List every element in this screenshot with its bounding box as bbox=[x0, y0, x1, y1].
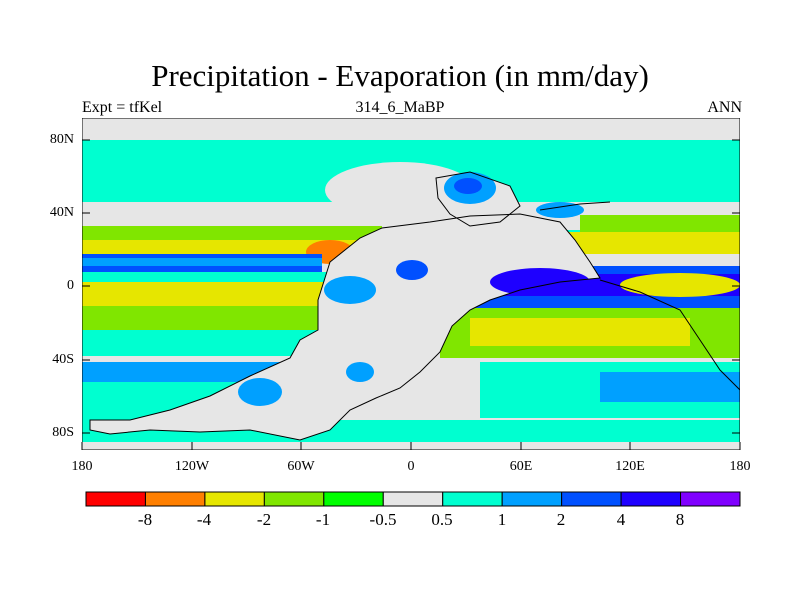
y-tick-label-0: 0 bbox=[67, 278, 74, 293]
x-tick-label-120w: 120W bbox=[174, 459, 210, 474]
axis-ticks bbox=[81, 139, 741, 450]
colorbar-swatch-11 bbox=[680, 491, 741, 507]
season-label: ANN bbox=[707, 99, 742, 116]
colorbar-swatch-1 bbox=[85, 491, 146, 507]
x-tick-label-120e: 120E bbox=[615, 459, 645, 474]
colorbar-swatch-6 bbox=[382, 491, 444, 507]
colorbar-label-6: 0.5 bbox=[431, 510, 453, 529]
colorbar-swatch-8 bbox=[501, 491, 563, 507]
pe-field-land-wet bbox=[238, 172, 590, 406]
x-tick-label-60w: 60W bbox=[287, 459, 315, 474]
colorbar-swatch-4 bbox=[263, 491, 325, 507]
colorbar-label-9: 4 bbox=[616, 510, 626, 529]
plot-title: Precipitation - Evaporation (in mm/day) bbox=[151, 58, 649, 93]
colorbar-swatch-10 bbox=[620, 491, 682, 507]
x-tick-label-180w: 180 bbox=[71, 459, 93, 474]
y-tick-label-80n: 80N bbox=[49, 132, 74, 147]
map-plot-area bbox=[82, 118, 740, 450]
y-tick-label-40n: 40N bbox=[49, 205, 74, 220]
colorbar-label-5: -0.5 bbox=[369, 510, 397, 529]
colorbar-label-4: -1 bbox=[315, 510, 331, 529]
colorbar-swatch-5 bbox=[323, 491, 384, 507]
time-period-label: 314_6_MaBP bbox=[355, 99, 445, 116]
colorbar-label-10: 8 bbox=[675, 510, 685, 529]
x-tick-label-180e: 180 bbox=[729, 459, 751, 474]
colorbar-swatch-9 bbox=[561, 491, 622, 507]
colorbar-swatch-2 bbox=[144, 491, 206, 507]
coastlines bbox=[89, 171, 740, 441]
colorbar-label-8: 2 bbox=[556, 510, 566, 529]
colorbar-label-2: -4 bbox=[196, 510, 212, 529]
colorbar-swatch-3 bbox=[204, 491, 265, 507]
colorbar bbox=[85, 491, 741, 507]
y-tick-label-80s: 80S bbox=[52, 425, 74, 440]
colorbar-swatch-7 bbox=[442, 491, 503, 507]
x-tick-label-0: 0 bbox=[407, 459, 415, 474]
colorbar-label-1: -8 bbox=[137, 510, 153, 529]
y-tick-label-40s: 40S bbox=[52, 352, 74, 367]
x-tick-label-60e: 60E bbox=[509, 459, 533, 474]
experiment-label: Expt = tfKel bbox=[82, 99, 163, 116]
colorbar-label-7: 1 bbox=[497, 510, 507, 529]
colorbar-label-3: -2 bbox=[256, 510, 272, 529]
